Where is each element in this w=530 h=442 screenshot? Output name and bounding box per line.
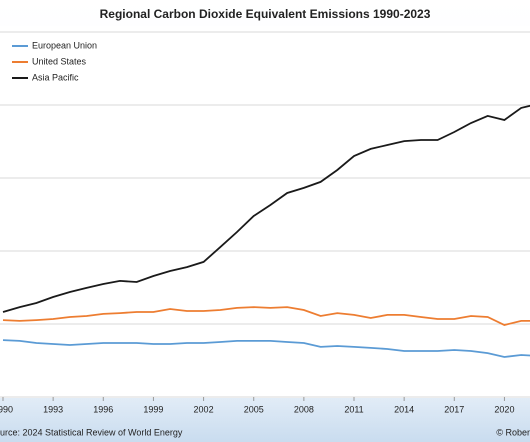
legend-label: European Union [32, 40, 97, 50]
x-tick-label: 2002 [194, 404, 214, 414]
credit: © Rober [496, 427, 530, 437]
x-tick-label: 2020 [494, 404, 514, 414]
x-tick-label: 1999 [143, 404, 163, 414]
legend-label: Asia Pacific [32, 72, 79, 82]
x-tick-label: 2008 [294, 404, 314, 414]
x-tick-label: 1990 [0, 404, 13, 414]
legend-label: United States [32, 56, 87, 66]
series-line [2, 104, 530, 313]
x-tick-label: 2017 [444, 404, 464, 414]
x-tick-label: 2011 [344, 404, 363, 414]
series-line [2, 339, 530, 358]
plot-area [0, 26, 530, 398]
x-tick-label: 1993 [43, 404, 63, 414]
x-tick-label: 2005 [244, 404, 264, 414]
x-tick-label: 1996 [93, 404, 113, 414]
chart-title: Regional Carbon Dioxide Equivalent Emiss… [100, 7, 431, 21]
source: urce: 2024 Statistical Review of World E… [0, 427, 183, 437]
series-line [2, 306, 530, 326]
x-tick-label: 2014 [394, 404, 414, 414]
